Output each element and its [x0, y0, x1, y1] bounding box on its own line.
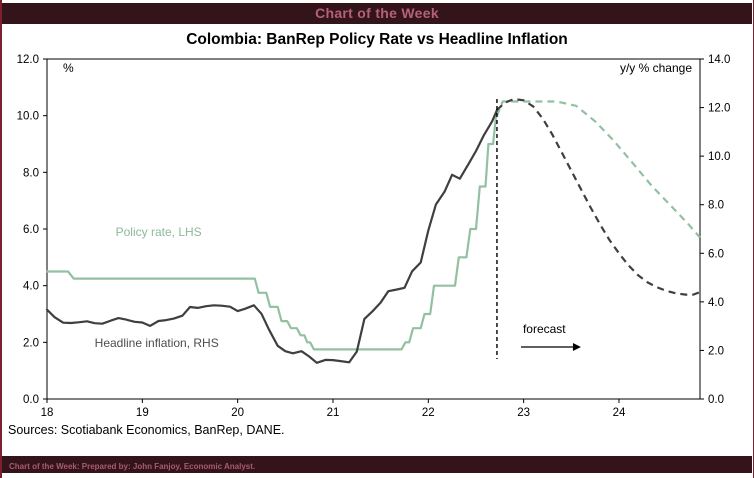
footer-text: Chart of the Week: Prepared by: John Fan…	[9, 462, 256, 471]
right-axis-tick-label: 2.0	[708, 345, 724, 357]
chart-svg: 0.0 2.0 4.0 6.0 8.0 10.0 12.0 0.0 2.0 4.0 6.0 8.0 10…	[17, 54, 731, 419]
left-axis-tick-label: 4.0	[23, 281, 39, 293]
left-axis-tick-label: 6.0	[23, 224, 39, 236]
right-axis-tick-label: 10.0	[708, 151, 730, 163]
right-axis-tick-label: 6.0	[708, 248, 724, 260]
policy-rate-lhs-line-solid	[45, 114, 499, 351]
chart-title: Colombia: BanRep Policy Rate vs Headline…	[186, 31, 568, 48]
policy-rate-lhs-line-forecast	[495, 100, 701, 239]
forecast-label: forecast	[523, 322, 566, 336]
x-axis-tick-label: 22	[422, 407, 435, 419]
left-axis-unit-label: %	[63, 61, 74, 75]
footer-bar: Chart of the Week: Prepared by: John Fan…	[2, 456, 752, 473]
x-axis-tick-label: 24	[613, 407, 626, 419]
banner: Chart of the Week	[2, 3, 752, 24]
left-axis-tick-label: 2.0	[23, 337, 39, 349]
headline-inflation-rhs-line-solid	[45, 108, 499, 364]
right-axis-tick-label: 14.0	[708, 54, 730, 66]
x-axis-tick-label: 21	[327, 407, 340, 419]
right-axis-tick-label: 0.0	[708, 394, 724, 406]
right-axis-unit-label: y/y % change	[620, 61, 692, 75]
right-axis-tick-label: 4.0	[708, 297, 724, 309]
banner-title: Chart of the Week	[315, 5, 439, 21]
policy-rate-lhs-label: Policy rate, LHS	[116, 225, 202, 239]
left-axis-tick-label: 12.0	[17, 54, 39, 66]
x-axis-tick-label: 20	[231, 407, 244, 419]
left-axis-tick-label: 0.0	[23, 394, 39, 406]
right-axis-tick-label: 8.0	[708, 200, 724, 212]
sources-note: Sources: Scotiabank Economics, BanRep, D…	[8, 423, 285, 437]
left-axis-tick-label: 8.0	[23, 167, 39, 179]
left-edge-rule	[0, 0, 2, 478]
left-axis-tick-label: 10.0	[17, 111, 39, 123]
x-axis-tick-label: 18	[41, 407, 54, 419]
headline-inflation-rhs-line-forecast	[496, 98, 701, 296]
x-axis-tick-label: 19	[136, 407, 149, 419]
forecast-arrowhead-icon	[572, 343, 581, 351]
right-axis-tick-label: 12.0	[708, 103, 730, 115]
x-axis-tick-label: 23	[517, 407, 530, 419]
headline-inflation-rhs-label: Headline inflation, RHS	[95, 336, 219, 350]
